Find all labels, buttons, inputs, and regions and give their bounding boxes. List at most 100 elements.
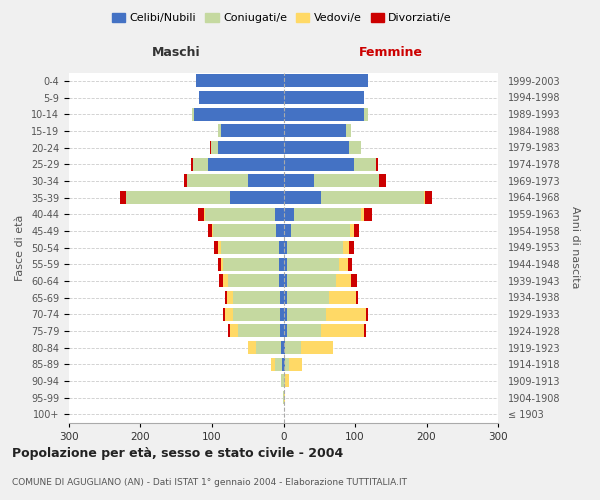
Bar (275, 208, 284, 220)
Bar (233, 291, 280, 304)
Bar (192, 108, 194, 120)
Bar (280, 308, 284, 320)
Bar (280, 291, 284, 304)
Bar (343, 241, 349, 254)
Bar (191, 158, 193, 170)
Bar (289, 358, 302, 370)
Bar (284, 308, 287, 320)
Bar (284, 258, 287, 270)
Bar (248, 174, 284, 188)
Bar (425, 191, 432, 204)
Bar (349, 141, 361, 154)
Bar (187, 174, 248, 188)
Bar (329, 291, 356, 304)
Bar (214, 241, 218, 254)
Bar (354, 224, 359, 237)
Bar (284, 374, 285, 388)
Bar (218, 258, 221, 270)
Bar (339, 258, 348, 270)
Bar (199, 91, 284, 104)
Bar (279, 241, 284, 254)
Bar (284, 358, 285, 370)
Bar (225, 291, 227, 304)
Bar (282, 358, 284, 370)
Bar (284, 208, 294, 220)
Bar (212, 224, 214, 237)
Bar (204, 208, 205, 220)
Bar (284, 74, 368, 88)
Bar (284, 391, 285, 404)
Bar (208, 224, 212, 237)
Bar (284, 291, 287, 304)
Bar (353, 158, 376, 170)
Bar (208, 158, 284, 170)
Bar (284, 241, 287, 254)
Bar (284, 124, 346, 138)
Bar (284, 141, 349, 154)
Bar (184, 174, 187, 188)
Bar (218, 124, 221, 138)
Bar (230, 324, 238, 338)
Bar (229, 324, 230, 338)
Bar (230, 191, 284, 204)
Bar (284, 174, 314, 188)
Bar (366, 308, 368, 320)
Bar (287, 274, 335, 287)
Legend: Celibi/Nubili, Coniugati/e, Vedovi/e, Divorziati/e: Celibi/Nubili, Coniugati/e, Vedovi/e, Di… (107, 8, 457, 28)
Bar (361, 208, 364, 220)
Bar (196, 74, 284, 88)
Bar (205, 208, 275, 220)
Bar (283, 391, 284, 404)
Bar (277, 224, 284, 237)
Bar (219, 274, 223, 287)
Bar (279, 274, 284, 287)
Bar (284, 324, 287, 338)
Bar (218, 241, 221, 254)
Bar (284, 341, 285, 354)
Bar (290, 224, 350, 237)
Bar (198, 208, 204, 220)
Text: COMUNE DI AGUGLIANO (AN) - Dati ISTAT 1° gennaio 2004 - Elaborazione TUTTITALIA.: COMUNE DI AGUGLIANO (AN) - Dati ISTAT 1°… (12, 478, 407, 487)
Bar (424, 191, 425, 204)
Bar (218, 141, 284, 154)
Bar (364, 324, 366, 338)
Bar (233, 308, 280, 320)
Bar (280, 324, 284, 338)
Bar (301, 341, 333, 354)
Y-axis label: Fasce di età: Fasce di età (16, 214, 25, 280)
Y-axis label: Anni di nascita: Anni di nascita (570, 206, 580, 288)
Bar (281, 374, 284, 388)
Bar (284, 91, 364, 104)
Bar (322, 324, 364, 338)
Bar (346, 124, 351, 138)
Bar (221, 124, 284, 138)
Bar (271, 358, 275, 370)
Bar (210, 141, 211, 154)
Bar (350, 224, 354, 237)
Bar (364, 108, 368, 120)
Bar (193, 158, 208, 170)
Bar (287, 324, 322, 338)
Bar (352, 274, 357, 287)
Bar (284, 224, 290, 237)
Text: Maschi: Maschi (152, 46, 200, 59)
Bar (223, 258, 279, 270)
Bar (194, 108, 284, 120)
Bar (221, 258, 223, 270)
Bar (284, 274, 287, 287)
Bar (121, 191, 126, 204)
Bar (223, 308, 225, 320)
Bar (228, 274, 279, 287)
Bar (285, 341, 301, 354)
Bar (221, 241, 279, 254)
Bar (287, 308, 326, 320)
Bar (256, 341, 281, 354)
Bar (248, 341, 256, 354)
Bar (287, 241, 343, 254)
Bar (223, 274, 228, 287)
Bar (284, 108, 364, 120)
Bar (225, 308, 233, 320)
Bar (211, 141, 218, 154)
Bar (285, 358, 289, 370)
Bar (238, 324, 280, 338)
